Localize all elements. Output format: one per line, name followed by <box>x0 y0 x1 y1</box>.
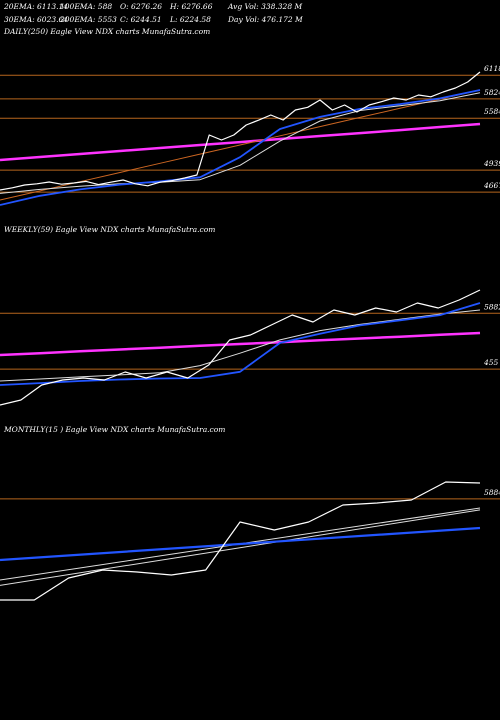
series-line <box>0 309 481 382</box>
series-line <box>0 331 481 357</box>
series-line <box>0 71 481 191</box>
level-label: 6118 <box>484 64 500 73</box>
series-line <box>0 289 481 406</box>
header-stat: O: 6276.26 <box>120 2 162 11</box>
header-stat: 20EMA: 6113.14 <box>3 2 68 11</box>
header-stat: 200EMA: 5553 <box>59 15 117 24</box>
series-line <box>0 481 481 601</box>
header-stat: 100EMA: 588 <box>60 2 112 11</box>
level-label: 5882 <box>484 302 500 311</box>
level-label: 5584 <box>484 107 500 116</box>
level-label: 4939 <box>483 159 500 168</box>
series-line <box>0 89 481 206</box>
panel-title: MONTHLY(15 ) Eagle View NDX charts Munaf… <box>3 425 225 434</box>
header-stat: C: 6244.51 <box>120 15 162 24</box>
level-label: 455 <box>483 358 499 367</box>
series-line <box>0 302 481 386</box>
series-line <box>0 122 481 162</box>
series-line <box>0 92 481 194</box>
header-stat: H: 6276.66 <box>169 2 213 11</box>
header-stat: 30EMA: 6023.64 <box>4 15 68 24</box>
series-line <box>0 509 481 586</box>
level-label: 4667 <box>483 181 500 190</box>
header-stat: Day Vol: 476.172 M <box>227 15 303 24</box>
header-stat: Avg Vol: 338.328 M <box>227 2 302 11</box>
panel-title: WEEKLY(59) Eagle View NDX charts MunafaS… <box>4 225 215 234</box>
series-line <box>0 526 481 562</box>
panel-title: DAILY(250) Eagle View NDX charts MunafaS… <box>3 27 210 36</box>
level-label: 5884 <box>484 488 500 497</box>
level-label: 5824 <box>484 88 500 97</box>
header-stat: L: 6224.58 <box>169 15 211 24</box>
